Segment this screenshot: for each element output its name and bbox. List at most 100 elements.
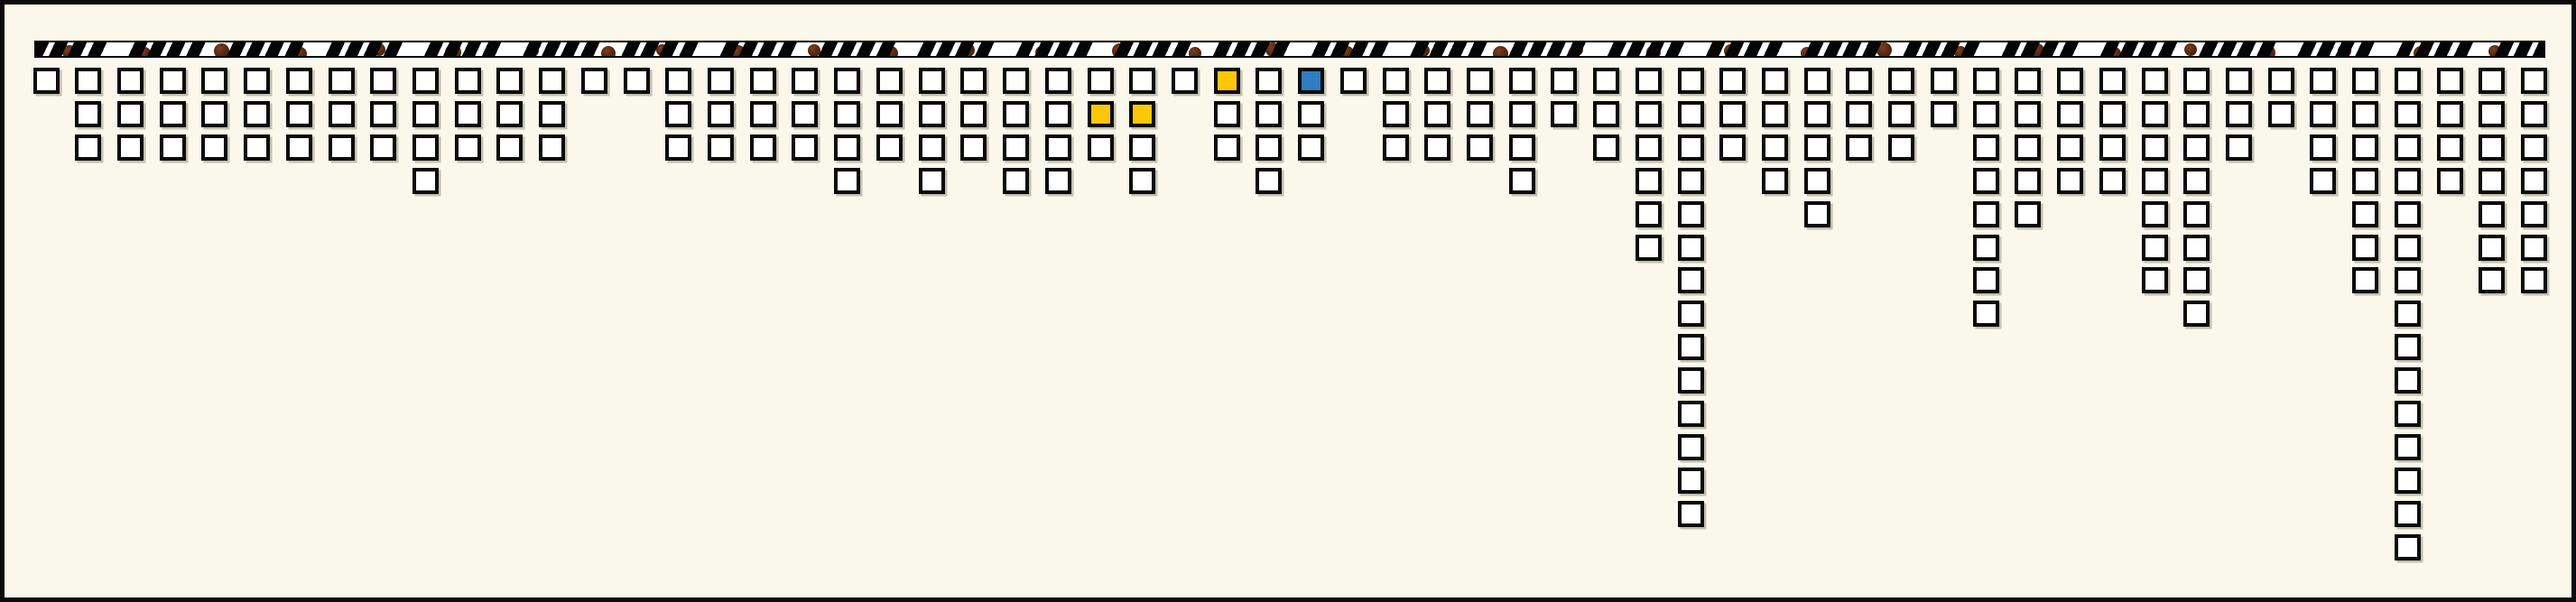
cell-square <box>1551 100 1578 127</box>
cell-square <box>2099 68 2126 94</box>
cell-square <box>1129 167 1156 194</box>
cell-square <box>496 100 524 127</box>
cell-square <box>1339 68 1367 94</box>
cell-square <box>1888 134 1915 161</box>
cell-square <box>454 134 481 161</box>
cell-square <box>1803 68 1830 94</box>
cell-square <box>1972 267 1999 294</box>
cell-square <box>1044 68 1071 94</box>
cell-square <box>2394 401 2421 427</box>
cell-square <box>2015 100 2042 127</box>
cell-square <box>1972 301 1999 328</box>
diagonal-hatch-pattern <box>36 42 2544 56</box>
cell-square <box>1551 68 1578 94</box>
cell-square <box>2352 200 2379 227</box>
cell-square <box>2394 134 2421 161</box>
cell-square <box>1129 134 1156 161</box>
cell-square <box>1635 134 1662 161</box>
cell-square <box>623 68 650 94</box>
cell-square <box>1972 134 1999 161</box>
cell-square <box>2141 267 2168 294</box>
cell-square <box>1719 134 1747 161</box>
cell-square <box>2520 68 2547 94</box>
cell-square <box>496 134 524 161</box>
cell-square <box>876 100 903 127</box>
cell-square <box>2479 100 2506 127</box>
cell-square <box>2225 68 2252 94</box>
cell-square <box>2394 467 2421 494</box>
cell-square <box>1382 100 1409 127</box>
cell-square <box>2394 533 2421 560</box>
cell-square <box>2352 267 2379 294</box>
cell-square <box>1803 200 1830 227</box>
cell-square <box>370 134 397 161</box>
cell-square <box>2479 134 2506 161</box>
cell-square <box>2183 134 2210 161</box>
cell-square <box>1677 500 1704 527</box>
cell-square <box>2520 200 2547 227</box>
cell-square <box>792 134 819 161</box>
cell-square <box>2436 100 2463 127</box>
cell-square <box>1044 134 1071 161</box>
cell-square <box>2183 100 2210 127</box>
cell-square <box>2520 134 2547 161</box>
square-field <box>5 5 2571 597</box>
cell-square <box>2394 100 2421 127</box>
cell-square <box>2394 334 2421 361</box>
cell-square <box>1087 68 1114 94</box>
cell-square <box>370 68 397 94</box>
cell-square <box>749 100 776 127</box>
cell-square <box>2015 200 2042 227</box>
cell-square <box>412 100 439 127</box>
cell-square <box>75 68 102 94</box>
cell-square <box>1677 68 1704 94</box>
cell-square <box>328 134 355 161</box>
cell-square <box>1846 68 1873 94</box>
cell-square <box>1424 134 1451 161</box>
cell-square <box>2520 267 2547 294</box>
cell-square <box>2267 100 2294 127</box>
cell-square <box>2394 367 2421 394</box>
cell-square <box>201 134 228 161</box>
cell-square <box>454 68 481 94</box>
cell-square <box>876 134 903 161</box>
cell-square <box>1298 134 1325 161</box>
cell-square <box>412 167 439 194</box>
cell-square <box>1719 68 1747 94</box>
cell-square <box>792 100 819 127</box>
cell-square <box>708 100 735 127</box>
cell-square <box>1466 134 1493 161</box>
cell-square <box>2436 68 2463 94</box>
cell-square <box>1087 134 1114 161</box>
cell-square <box>2520 100 2547 127</box>
cell-square <box>1677 401 1704 427</box>
cell-square <box>1846 134 1873 161</box>
cell-square <box>1803 167 1830 194</box>
cell-square <box>2436 167 2463 194</box>
cell-square <box>539 100 566 127</box>
cell-square <box>1972 234 1999 261</box>
cell-square <box>412 134 439 161</box>
cell-square <box>328 68 355 94</box>
cell-square <box>2479 267 2506 294</box>
cell-square <box>159 100 186 127</box>
cell-square <box>1846 100 1873 127</box>
cell-square <box>708 68 735 94</box>
cell-square <box>1677 100 1704 127</box>
cell-square <box>1677 200 1704 227</box>
cell-square <box>918 134 945 161</box>
cell-square <box>2352 167 2379 194</box>
cell-square <box>2352 100 2379 127</box>
cell-square <box>1677 334 1704 361</box>
cell-square <box>370 100 397 127</box>
cell-square <box>244 134 271 161</box>
cell-square <box>1129 68 1156 94</box>
cell-square <box>1003 167 1030 194</box>
cell-square <box>580 68 607 94</box>
cell-square <box>2183 68 2210 94</box>
cell-square-yellow <box>1087 100 1114 127</box>
cell-square <box>116 134 144 161</box>
cell-square <box>2436 134 2463 161</box>
cell-square <box>2310 100 2337 127</box>
cell-square <box>1803 100 1830 127</box>
